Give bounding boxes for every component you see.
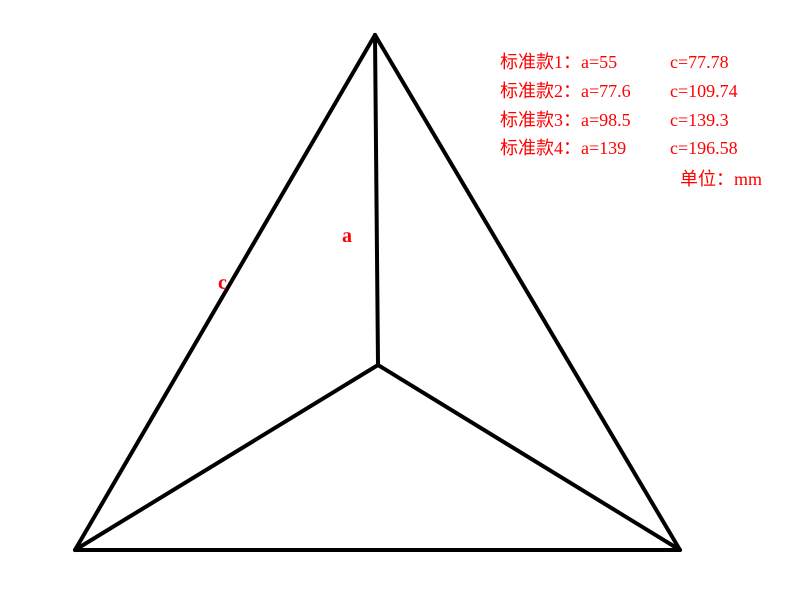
- spec-c: c=77.78: [670, 48, 780, 77]
- spec-row: 标准款4：a=139 c=196.58: [500, 134, 780, 163]
- spec-label: 标准款1：a=55: [500, 48, 670, 77]
- spec-c: c=196.58: [670, 134, 780, 163]
- unit-label: 单位：mm: [500, 165, 780, 194]
- dimension-label-a: a: [342, 225, 352, 248]
- spec-label: 标准款4：a=139: [500, 134, 670, 163]
- spec-row: 标准款1：a=55 c=77.78: [500, 48, 780, 77]
- spec-label: 标准款2：a=77.6: [500, 77, 670, 106]
- spec-c: c=109.74: [670, 77, 780, 106]
- spec-c: c=139.3: [670, 106, 780, 135]
- spec-label: 标准款3：a=98.5: [500, 106, 670, 135]
- spec-table: 标准款1：a=55 c=77.78 标准款2：a=77.6 c=109.74 标…: [500, 48, 780, 194]
- spec-row: 标准款3：a=98.5 c=139.3: [500, 106, 780, 135]
- dimension-label-c: c: [218, 272, 227, 295]
- spec-row: 标准款2：a=77.6 c=109.74: [500, 77, 780, 106]
